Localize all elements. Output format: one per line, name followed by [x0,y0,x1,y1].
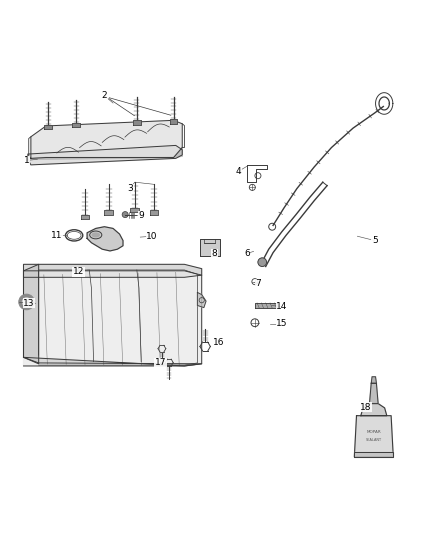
Text: SEALANT: SEALANT [366,438,382,442]
Polygon shape [370,383,378,403]
Text: 6: 6 [244,249,250,258]
Polygon shape [361,403,387,416]
Text: 1: 1 [24,156,29,165]
Text: 11: 11 [51,231,63,240]
Bar [170,119,177,124]
Bar [150,211,159,215]
Polygon shape [24,271,202,366]
Circle shape [122,212,128,217]
Circle shape [25,300,29,304]
Text: 16: 16 [213,338,225,346]
Text: 14: 14 [276,302,287,311]
Bar [255,303,277,308]
Text: 3: 3 [127,184,133,193]
Polygon shape [28,146,182,165]
Polygon shape [371,377,376,383]
Text: 9: 9 [138,211,144,220]
Text: 12: 12 [73,267,84,276]
Bar [131,208,139,213]
Bar [200,239,220,256]
Circle shape [258,258,267,266]
Polygon shape [198,293,206,308]
Bar [81,215,89,219]
Circle shape [22,297,32,306]
Bar [72,123,80,127]
Ellipse shape [92,232,100,238]
Polygon shape [31,147,182,159]
Polygon shape [354,451,393,457]
Polygon shape [87,227,123,251]
Circle shape [19,294,34,310]
Text: 8: 8 [212,249,218,258]
Polygon shape [24,264,202,277]
Bar [133,120,141,125]
Text: 10: 10 [146,232,158,241]
Text: 5: 5 [372,236,378,245]
Polygon shape [24,264,39,364]
Polygon shape [354,416,393,457]
Text: 17: 17 [155,358,166,367]
Text: 2: 2 [102,91,107,100]
Bar [104,211,113,215]
Text: 15: 15 [276,319,287,328]
Bar [44,125,52,130]
Text: 18: 18 [360,402,372,411]
Text: 4: 4 [236,167,241,176]
Text: 13: 13 [23,299,35,308]
Polygon shape [31,120,182,158]
Text: 7: 7 [255,279,261,288]
Text: MOPAR: MOPAR [367,430,381,434]
Polygon shape [24,357,202,366]
